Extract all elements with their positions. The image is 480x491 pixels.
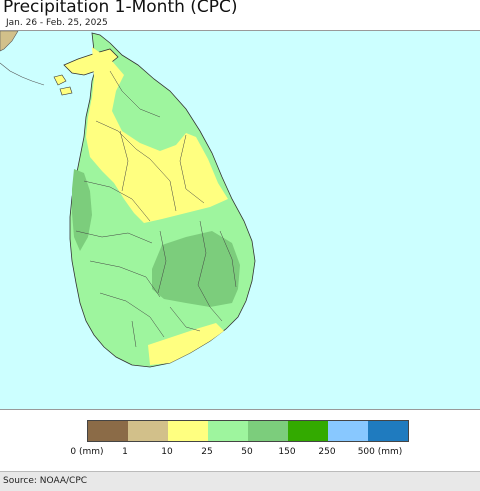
west-dark-green-strip: [72, 169, 92, 251]
legend-swatch-2: [168, 421, 208, 441]
legend-label-6: 250: [318, 447, 336, 457]
east-dark-green-zone: [152, 231, 240, 307]
north-yellow-zone: [86, 47, 228, 223]
south-yellow-zone: [148, 323, 224, 365]
legend-label-5: 150: [278, 447, 296, 457]
legend-label-3: 25: [201, 447, 213, 457]
legend-swatch-4: [248, 421, 288, 441]
legend-label-4: 50: [241, 447, 253, 457]
date-range: Jan. 26 - Feb. 25, 2025: [6, 18, 108, 28]
legend-swatch-0: [88, 421, 128, 441]
legend-label-1: 1: [122, 447, 128, 457]
northern-islands: [53, 74, 73, 96]
legend-swatch-1: [128, 421, 168, 441]
legend-swatch-5: [288, 421, 328, 441]
legend-swatch-3: [208, 421, 248, 441]
legend-label-2: 10: [161, 447, 173, 457]
legend-label-7: 500 (mm): [357, 447, 403, 457]
legend-swatch-7: [368, 421, 408, 441]
map-title: Precipitation 1-Month (CPC): [3, 0, 238, 17]
source-credit: Source: NOAA/CPC: [3, 476, 88, 486]
legend-color-bar: [87, 420, 409, 442]
india-mainland: [0, 31, 19, 52]
legend-swatch-6: [328, 421, 368, 441]
jaffna-peninsula: [63, 48, 119, 76]
precipitation-map: [0, 30, 480, 410]
legend-labels: 0 (mm) 1 10 25 50 150 250 500 (mm): [0, 447, 480, 461]
map-svg: [0, 31, 256, 368]
district-boundaries: [75, 70, 237, 348]
footer-bar: Source: NOAA/CPC: [0, 471, 480, 491]
india-coast: [0, 62, 45, 86]
legend-label-0: 0 (mm): [70, 447, 104, 457]
